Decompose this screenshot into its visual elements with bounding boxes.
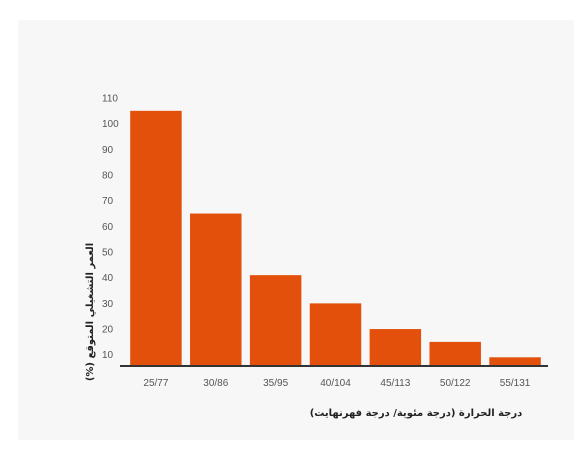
bars bbox=[130, 110, 541, 365]
x-tick-label: 25/77 bbox=[143, 378, 168, 389]
x-tick-label: 55/131 bbox=[500, 378, 531, 389]
y-tick-label: 110 bbox=[102, 94, 118, 105]
bar bbox=[249, 275, 302, 365]
y-axis-label: (%) العمر التشغيلي المتوقع bbox=[85, 243, 96, 381]
bar bbox=[130, 110, 182, 365]
bar bbox=[429, 341, 481, 365]
y-tick-label: 60 bbox=[102, 222, 114, 233]
y-tick-label: 40 bbox=[102, 273, 114, 284]
y-tick-label: 80 bbox=[102, 171, 114, 182]
y-tick-label: 90 bbox=[102, 145, 114, 156]
x-tick-label: 50/122 bbox=[440, 378, 471, 389]
x-tick-label: 45/113 bbox=[380, 378, 410, 389]
y-tick-label: 20 bbox=[102, 325, 114, 336]
y-axis-ticks: 10 20 30 40 50 60 70 80 90 100 110 bbox=[102, 94, 119, 362]
bar bbox=[190, 213, 242, 365]
x-axis-label: درجة الحرارة (درجة مئوية/ درجة فهرنهايت) bbox=[310, 408, 523, 419]
y-tick-label: 50 bbox=[102, 248, 114, 259]
y-tick-label: 70 bbox=[102, 196, 114, 207]
x-axis-ticks: 25/77 30/86 35/95 40/104 45/113 50/122 55/131 bbox=[143, 378, 530, 389]
y-tick-label: 30 bbox=[102, 299, 114, 310]
chart-card bbox=[18, 20, 574, 440]
x-tick-label: 40/104 bbox=[320, 378, 351, 389]
y-tick-label: 100 bbox=[102, 119, 119, 130]
y-tick-label: 10 bbox=[102, 350, 114, 361]
bar bbox=[309, 303, 362, 365]
bar bbox=[489, 357, 541, 365]
x-tick-label: 30/86 bbox=[203, 378, 228, 389]
bar bbox=[369, 329, 422, 365]
x-tick-label: 35/95 bbox=[263, 378, 288, 389]
